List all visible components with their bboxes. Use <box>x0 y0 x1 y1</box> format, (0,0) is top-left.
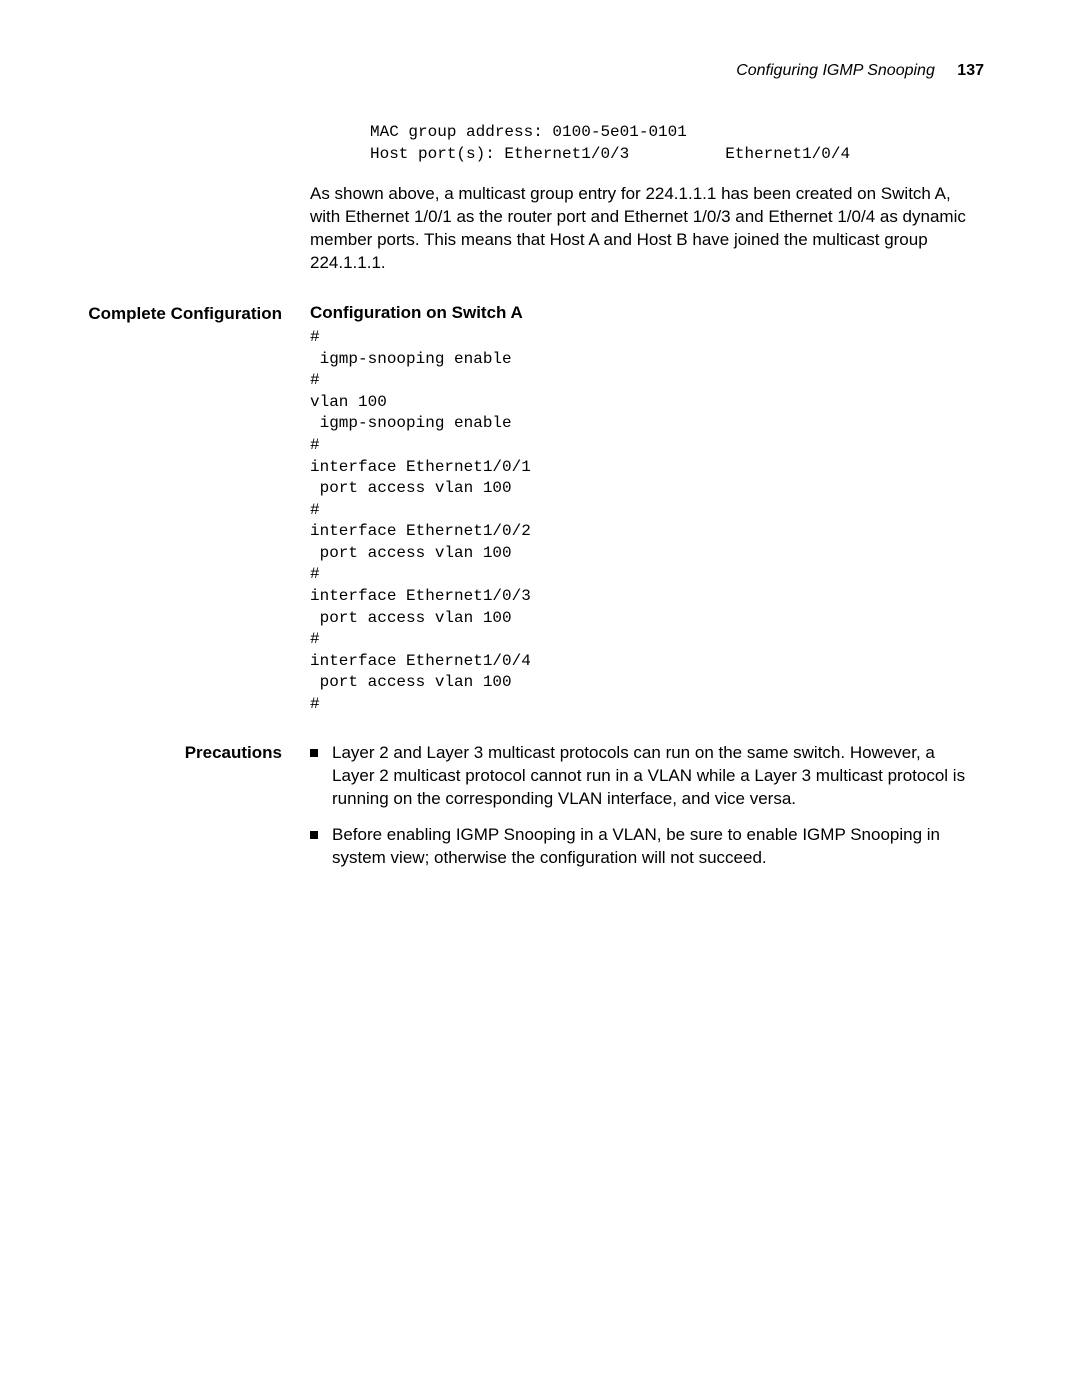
header-title: Configuring IGMP Snooping <box>736 62 935 79</box>
page-header: Configuring IGMP Snooping 137 <box>736 62 984 80</box>
header-page-number: 137 <box>957 62 984 79</box>
precautions-label: Precautions <box>2 742 282 764</box>
precautions-list: Layer 2 and Layer 3 multicast protocols … <box>310 742 982 871</box>
list-item: Layer 2 and Layer 3 multicast protocols … <box>310 742 982 811</box>
complete-config-heading: Configuration on Switch A <box>310 303 982 323</box>
complete-config-label: Complete Configuration <box>2 303 282 325</box>
list-item-text: Before enabling IGMP Snooping in a VLAN,… <box>332 824 982 870</box>
config-code-block: # igmp-snooping enable # vlan 100 igmp-s… <box>310 327 982 716</box>
complete-config-section: Complete Configuration Configuration on … <box>310 303 982 716</box>
square-bullet-icon <box>310 749 318 757</box>
main-content: MAC group address: 0100-5e01-0101 Host p… <box>310 122 982 884</box>
list-item: Before enabling IGMP Snooping in a VLAN,… <box>310 824 982 870</box>
square-bullet-icon <box>310 831 318 839</box>
precautions-section: Precautions Layer 2 and Layer 3 multicas… <box>310 742 982 885</box>
page: Configuring IGMP Snooping 137 MAC group … <box>0 0 1080 1397</box>
list-item-text: Layer 2 and Layer 3 multicast protocols … <box>332 742 982 811</box>
top-code-block: MAC group address: 0100-5e01-0101 Host p… <box>370 122 982 165</box>
precautions-body: Layer 2 and Layer 3 multicast protocols … <box>310 742 982 885</box>
complete-config-body: Configuration on Switch A # igmp-snoopin… <box>310 303 982 716</box>
intro-paragraph: As shown above, a multicast group entry … <box>310 183 982 275</box>
